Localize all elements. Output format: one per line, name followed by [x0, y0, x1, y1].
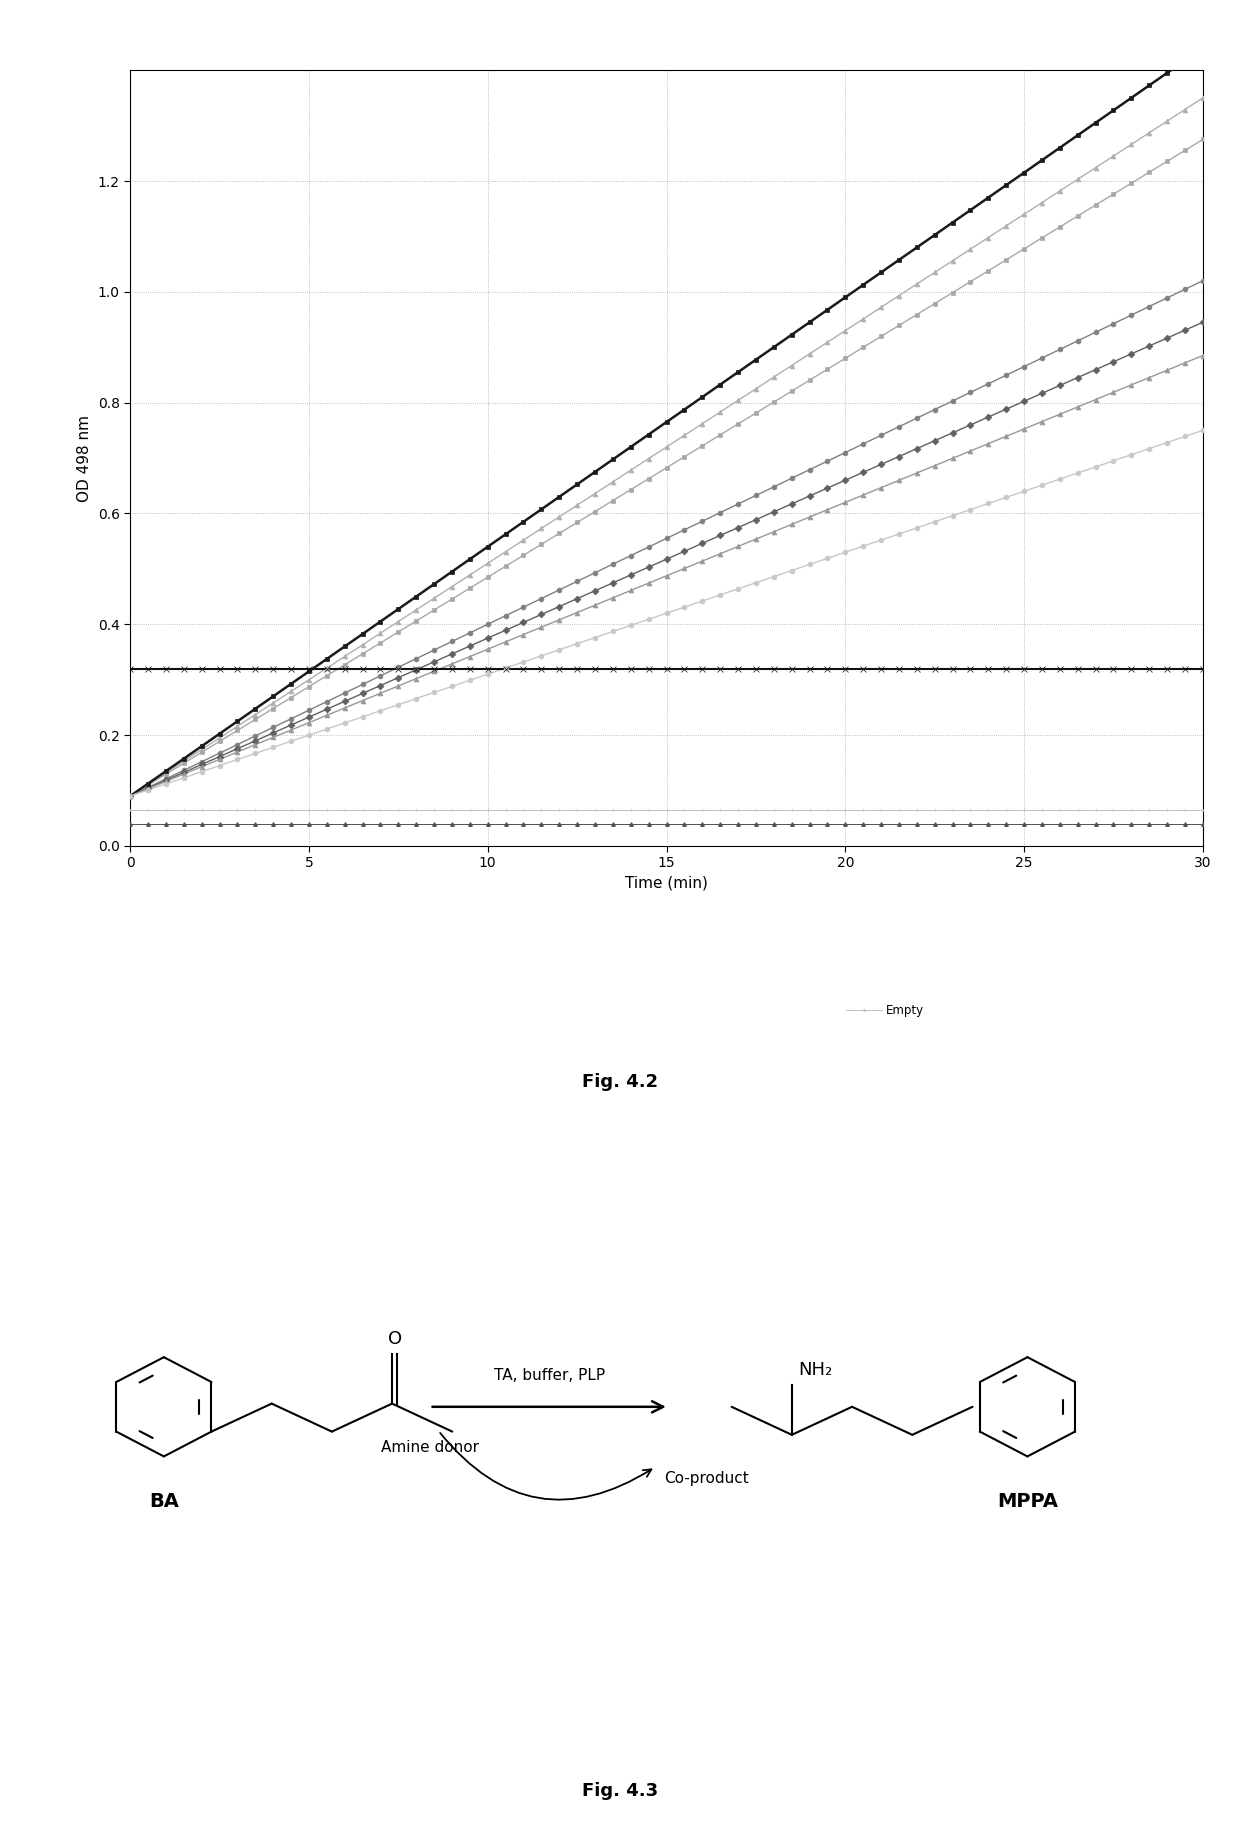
Legend: Empty: Empty — [842, 999, 929, 1021]
Text: Fig. 4.2: Fig. 4.2 — [582, 1073, 658, 1092]
Text: MPPA: MPPA — [997, 1492, 1058, 1511]
Text: Co-product: Co-product — [665, 1470, 749, 1485]
Text: NH₂: NH₂ — [799, 1361, 832, 1378]
Y-axis label: OD 498 nm: OD 498 nm — [77, 414, 92, 502]
Text: Amine donor: Amine donor — [381, 1441, 479, 1455]
Text: BA: BA — [149, 1492, 179, 1511]
X-axis label: Time (min): Time (min) — [625, 875, 708, 890]
Text: TA, buffer, PLP: TA, buffer, PLP — [494, 1369, 605, 1383]
Text: O: O — [388, 1330, 402, 1348]
Text: Fig. 4.3: Fig. 4.3 — [582, 1782, 658, 1801]
